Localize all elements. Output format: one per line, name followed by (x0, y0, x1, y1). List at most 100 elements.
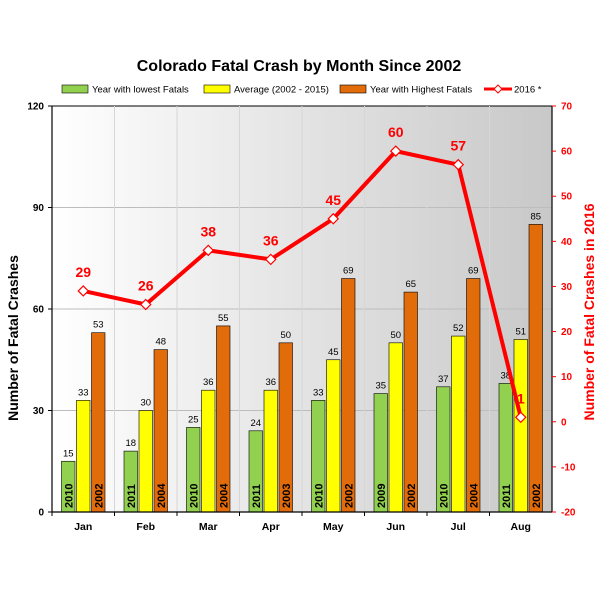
y2-tick-label: 50 (561, 192, 573, 203)
bar-year-label: 2010 (438, 484, 450, 508)
line-point (77, 285, 90, 297)
bar-value-label: 69 (343, 266, 354, 277)
axes: 0 30 60 90 120 -20 -10 0 10 20 30 40 50 60 70 Jan Feb Mar… (27, 102, 576, 534)
y2-tick-label: 70 (561, 102, 573, 113)
bar-year-label: 2004 (468, 483, 480, 508)
bar-year-label: 2011 (126, 484, 138, 508)
line-point (514, 411, 527, 424)
bar-year-label: 2004 (156, 483, 168, 508)
bar-year-label: 2003 (281, 484, 293, 508)
y2-tick-label: 40 (561, 237, 573, 248)
bar-year-label: 2002 (406, 484, 418, 508)
bar-value-label: 48 (155, 337, 166, 348)
bar-value-label: 53 (93, 320, 104, 331)
line-point (202, 244, 215, 257)
legend-swatch-marker (493, 84, 503, 94)
line-point (327, 212, 340, 225)
bar-value-label: 25 (188, 414, 199, 425)
bar (76, 400, 91, 513)
bar-year-label: 2009 (376, 484, 388, 508)
y-tick-label: 120 (27, 102, 44, 113)
y2-tick-label: 0 (561, 417, 567, 428)
y2-tick-label: 30 (561, 282, 573, 293)
bars (61, 224, 543, 513)
legend-swatch (203, 84, 231, 94)
bar-year-label: 2010 (313, 484, 325, 508)
line-value-label: 45 (325, 192, 341, 208)
x-tick-label: Apr (262, 521, 280, 533)
bar-value-label: 30 (140, 398, 151, 409)
line-point (264, 253, 277, 266)
line-value-label: 1 (517, 390, 525, 406)
bar (403, 291, 418, 513)
bar-value-label: 36 (203, 377, 214, 388)
legend-swatch (61, 84, 89, 94)
y-tick-label: 0 (38, 508, 44, 519)
y-tick-label: 30 (33, 406, 45, 417)
legend-label: 2016 * (514, 85, 542, 96)
line-value-label: 36 (263, 232, 279, 248)
bar-value-label: 36 (265, 377, 276, 388)
x-tick-label: May (323, 521, 344, 533)
legend-swatch (339, 84, 367, 94)
line-series-2016: 29 26 38 36 45 60 57 1 (75, 124, 527, 424)
y2-axis-label: Number of Fatal Crashes in 2016 (581, 203, 597, 420)
bar-value-label: 38 (500, 370, 511, 381)
bar (528, 224, 543, 513)
bar-value-label: 35 (375, 381, 386, 392)
x-tick-label: Mar (199, 521, 218, 533)
bar-year-label: 2011 (251, 484, 263, 508)
bar-value-label: 85 (530, 211, 541, 222)
line-value-label: 29 (75, 264, 91, 280)
bar-value-label: 50 (280, 330, 291, 341)
y2-tick-label: 10 (561, 372, 573, 383)
bar-value-label: 37 (438, 374, 449, 385)
bar-value-label: 33 (78, 387, 89, 398)
x-tick-label: Jan (74, 521, 92, 533)
line-value-label: 26 (138, 277, 154, 293)
legend-label: Average (2002 - 2015) (234, 85, 329, 96)
y-tick-label: 90 (33, 203, 45, 214)
bar-year-label: 2002 (343, 484, 355, 508)
bar (451, 335, 466, 513)
bar (138, 410, 153, 513)
bar-year-label: 2002 (531, 484, 543, 508)
line-point (452, 158, 465, 171)
y2-tick-label: 20 (561, 327, 573, 338)
bar-value-label: 33 (313, 387, 324, 398)
line-point (139, 298, 152, 311)
bar-year-label: 2010 (63, 484, 75, 508)
line-path (82, 149, 523, 418)
bar-value-label: 69 (468, 266, 479, 277)
bar-value-label: 24 (250, 418, 261, 429)
line-point (389, 145, 402, 157)
bar-value-label: 51 (515, 326, 526, 337)
bar-year-label: 2002 (93, 484, 105, 508)
bar-value-label: 50 (390, 330, 401, 341)
y2-tick-label: -20 (561, 508, 576, 519)
bar-value-label: 52 (453, 323, 464, 334)
y2-tick-label: -10 (561, 462, 576, 473)
bar (263, 389, 278, 513)
line-value-label: 57 (450, 138, 466, 154)
legend-label: Year with Highest Fatals (370, 85, 472, 96)
bar (326, 359, 341, 513)
bar-value-label: 18 (125, 438, 136, 449)
legend: Year with lowest Fatals Average (2002 - 2… (61, 84, 542, 96)
bar-value-label: 55 (218, 313, 229, 324)
x-tick-label: Feb (136, 521, 155, 533)
bar (341, 278, 356, 513)
chart-title: Colorado Fatal Crash by Month Since 2002 (137, 58, 462, 75)
bar (466, 278, 481, 513)
bar (388, 342, 403, 513)
x-tick-label: Jun (386, 521, 405, 533)
bar-value-label: 45 (328, 347, 339, 358)
bar-year-label: 2011 (501, 484, 513, 508)
line-value-label: 60 (388, 124, 404, 140)
line-value-label: 38 (200, 223, 216, 239)
bar (513, 339, 528, 513)
y2-tick-label: 60 (561, 147, 573, 158)
y-tick-label: 60 (33, 305, 45, 316)
